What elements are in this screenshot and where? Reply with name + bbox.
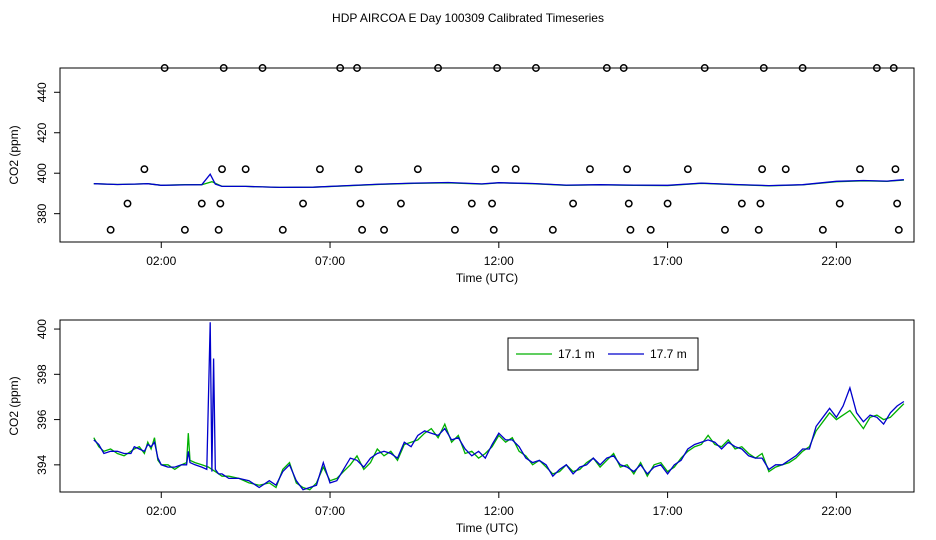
circle-marker [380, 225, 388, 234]
plot-frame [59, 319, 915, 493]
x-tick-label: 07:00 [315, 504, 345, 518]
circle-marker [818, 225, 827, 234]
circle-marker [396, 199, 405, 208]
circle-marker [336, 64, 345, 72]
circle-marker [467, 199, 476, 208]
circle-marker [758, 165, 767, 174]
circle-marker [531, 64, 540, 72]
y-axis-label: CO2 (ppm) [7, 125, 21, 184]
circle-marker [856, 165, 864, 174]
circle-marker [756, 199, 765, 208]
x-tick-label: 17:00 [653, 254, 683, 268]
circle-marker [891, 165, 900, 174]
series-line-177m [93, 173, 904, 189]
circle-marker [700, 64, 709, 72]
x-tick-label: 22:00 [821, 254, 851, 268]
circle-marker [663, 199, 672, 208]
circle-marker [737, 199, 746, 208]
x-axis-label: Time (UTC) [456, 271, 518, 285]
circle-marker [278, 225, 287, 234]
x-tick-label: 22:00 [821, 504, 851, 518]
circle-marker [893, 199, 902, 208]
y-tick-label: 420 [35, 122, 49, 142]
circle-marker [489, 225, 498, 234]
circle-marker [619, 64, 628, 72]
x-tick-label: 12:00 [484, 504, 514, 518]
series-line-177m [93, 322, 905, 491]
circle-marker [218, 165, 226, 174]
circle-marker [624, 199, 633, 208]
x-tick-label: 02:00 [146, 504, 176, 518]
circle-marker [646, 225, 655, 234]
circle-marker [623, 165, 632, 174]
circle-marker [358, 225, 367, 234]
x-tick-label: 12:00 [484, 254, 514, 268]
x-tick-label: 02:00 [146, 254, 176, 268]
circle-marker [140, 165, 149, 174]
circle-marker [180, 225, 189, 234]
circle-marker [511, 165, 520, 174]
chart-title: HDP AIRCOA E Day 100309 Calibrated Times… [332, 11, 604, 25]
circle-marker [413, 165, 422, 174]
circle-marker [721, 225, 729, 234]
circle-marker [315, 165, 324, 174]
y-axis-label: CO2 (ppm) [7, 376, 21, 435]
circle-marker [835, 199, 844, 208]
circle-marker [754, 225, 763, 234]
circle-marker [493, 64, 502, 72]
circle-marker [216, 199, 225, 208]
circle-marker [450, 225, 459, 234]
circle-marker [160, 64, 169, 72]
y-tick-label: 400 [35, 319, 49, 339]
circle-marker [683, 165, 692, 174]
y-tick-label: 396 [35, 409, 49, 429]
top-panel: 02:00 07:00 12:00 17:00 22:00 380 400 420 440 Tim… [7, 64, 915, 285]
circle-marker [197, 199, 206, 208]
circle-marker [488, 199, 497, 208]
circle-marker [299, 199, 307, 208]
legend-label: 17.1 m [558, 347, 595, 361]
y-tick-label: 398 [35, 364, 49, 384]
circle-marker [356, 199, 365, 208]
plot-frame [59, 67, 915, 243]
circle-marker [241, 165, 250, 174]
legend-label: 17.7 m [650, 347, 687, 361]
circle-marker [781, 165, 790, 174]
circle-marker [586, 165, 594, 174]
y-tick-label: 380 [35, 203, 49, 223]
legend: 17.1 m 17.7 m [507, 337, 699, 371]
x-axis-label: Time (UTC) [456, 521, 518, 535]
circle-marker [889, 64, 898, 72]
circle-marker [602, 64, 611, 72]
bottom-panel: 02:00 07:00 12:00 17:00 22:00 394 396 398 400 Tim… [7, 319, 915, 535]
circle-marker [123, 199, 132, 208]
circle-marker [354, 165, 363, 174]
circle-marker [258, 64, 267, 72]
x-tick-label: 17:00 [653, 504, 683, 518]
circle-marker [569, 199, 578, 208]
series-line-171m [93, 403, 905, 491]
circle-marker [548, 225, 557, 234]
circle-marker [106, 225, 115, 234]
x-tick-label: 07:00 [315, 254, 345, 268]
y-tick-label: 400 [35, 163, 49, 183]
circle-marker [626, 225, 635, 234]
circle-marker [219, 64, 228, 72]
circle-marker [491, 165, 500, 174]
circle-marker [798, 64, 807, 72]
circle-marker [894, 225, 903, 234]
circle-marker [214, 225, 223, 234]
circle-marker [353, 64, 361, 72]
y-tick-label: 394 [35, 455, 49, 475]
y-tick-label: 440 [35, 82, 49, 102]
circle-marker [759, 64, 768, 72]
circle-marker [434, 64, 443, 72]
circle-marker [872, 64, 881, 72]
